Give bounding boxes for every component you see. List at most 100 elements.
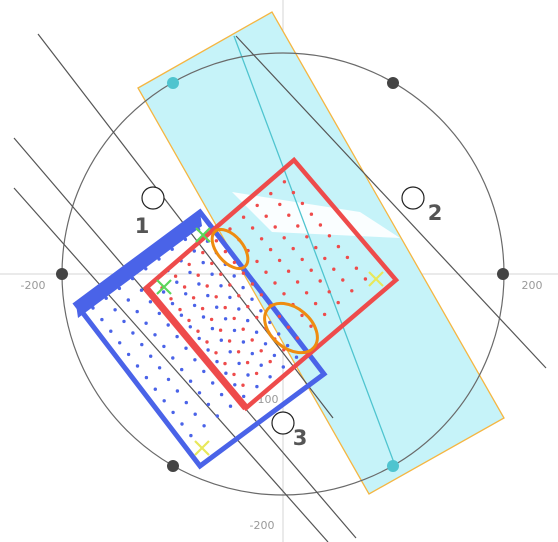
region-label: 2 (428, 201, 443, 225)
blue-dot (281, 365, 285, 369)
red-dot (363, 277, 368, 281)
red-dot (259, 237, 264, 241)
blue-dot (153, 387, 157, 391)
dark-dot (387, 77, 399, 89)
blue-dot (171, 410, 175, 415)
blue-dot (294, 355, 299, 359)
blue-dot (184, 346, 188, 350)
red-dot (187, 262, 191, 267)
red-dot (241, 383, 245, 387)
blue-dot (285, 343, 290, 348)
red-dot (336, 300, 340, 305)
blue-dot (192, 249, 196, 253)
red-dot (201, 250, 205, 255)
blue-dot (140, 342, 144, 347)
cyan-band (138, 12, 504, 494)
red-dot (191, 296, 196, 300)
red-dot (250, 282, 255, 286)
red-dot (196, 329, 200, 333)
green-cross (195, 227, 211, 243)
red-dot (354, 266, 359, 270)
blue-dot (215, 305, 219, 309)
blue-dot (113, 308, 117, 312)
red-dot (291, 246, 295, 251)
blue-square-thick-edge (76, 212, 202, 318)
blue-dot (206, 293, 210, 298)
blue-dot (250, 351, 254, 356)
band-outline (137, 11, 505, 495)
red-dot (277, 314, 282, 319)
blue-dot (263, 342, 268, 346)
blue-dot (130, 276, 135, 281)
red-dot (173, 274, 178, 278)
blue-dot (189, 433, 193, 438)
diagonal-line (13, 187, 329, 542)
blue-dot (153, 333, 157, 337)
blue-dot (184, 400, 188, 405)
blue-dot (117, 286, 122, 291)
blue-dot (201, 315, 206, 319)
blue-dot (135, 364, 140, 368)
blue-dot (135, 309, 139, 314)
dark-dot (167, 460, 179, 472)
blue-dot (131, 331, 135, 335)
blue-dot (219, 392, 224, 397)
red-dot (232, 372, 236, 377)
open-circle (401, 186, 425, 210)
red-dot (210, 261, 214, 266)
blue-dot (139, 288, 144, 292)
red-dot (282, 180, 287, 184)
red-dot (318, 279, 322, 283)
blue-dot (228, 404, 233, 408)
blue-dot (259, 309, 263, 313)
red-dot (269, 191, 273, 196)
x-tick-label: 200 (522, 279, 543, 292)
teal-dot (167, 77, 179, 89)
blue-dot (157, 311, 161, 316)
red-dot (178, 307, 182, 312)
band-center-line (233, 35, 397, 469)
blue-dot (148, 300, 153, 304)
red-dot (241, 271, 246, 275)
blue-dot (206, 348, 210, 352)
blue-dot (166, 377, 171, 382)
red-dot (278, 202, 282, 207)
red-dot (232, 260, 237, 265)
red-dot (327, 290, 331, 294)
blue-dot (233, 383, 237, 387)
blue-dot (277, 332, 281, 336)
blue-dot (192, 303, 197, 308)
red-dot (336, 244, 341, 249)
red-dot (205, 340, 209, 344)
red-dot (223, 361, 227, 366)
blue-dot (242, 394, 246, 399)
blue-dot (100, 317, 104, 322)
red-dot (255, 203, 259, 208)
red-dot (287, 213, 291, 217)
blue-dot (91, 306, 95, 310)
x-tick-label: -200 (21, 279, 46, 292)
red-dot (223, 249, 228, 254)
blue-dot (175, 334, 179, 339)
blue-dot (144, 321, 148, 325)
red-dot (214, 295, 218, 299)
blue-dot (166, 323, 170, 327)
blue-dot (149, 354, 153, 358)
red-dot (309, 268, 313, 272)
blue-dot (232, 328, 237, 333)
red-dot (241, 215, 246, 219)
blue-dot (144, 267, 148, 271)
red-square (142, 156, 400, 412)
red-dot (187, 318, 191, 323)
teal-dot (387, 460, 399, 472)
blue-dot (118, 341, 122, 345)
blue-dot (246, 373, 250, 377)
blue-dot (179, 313, 184, 317)
blue-dot (241, 340, 246, 344)
red-dot (264, 270, 268, 274)
blue-dot (202, 369, 206, 374)
blue-dot (272, 353, 277, 358)
red-dot (300, 257, 304, 262)
red-dot (318, 223, 323, 227)
